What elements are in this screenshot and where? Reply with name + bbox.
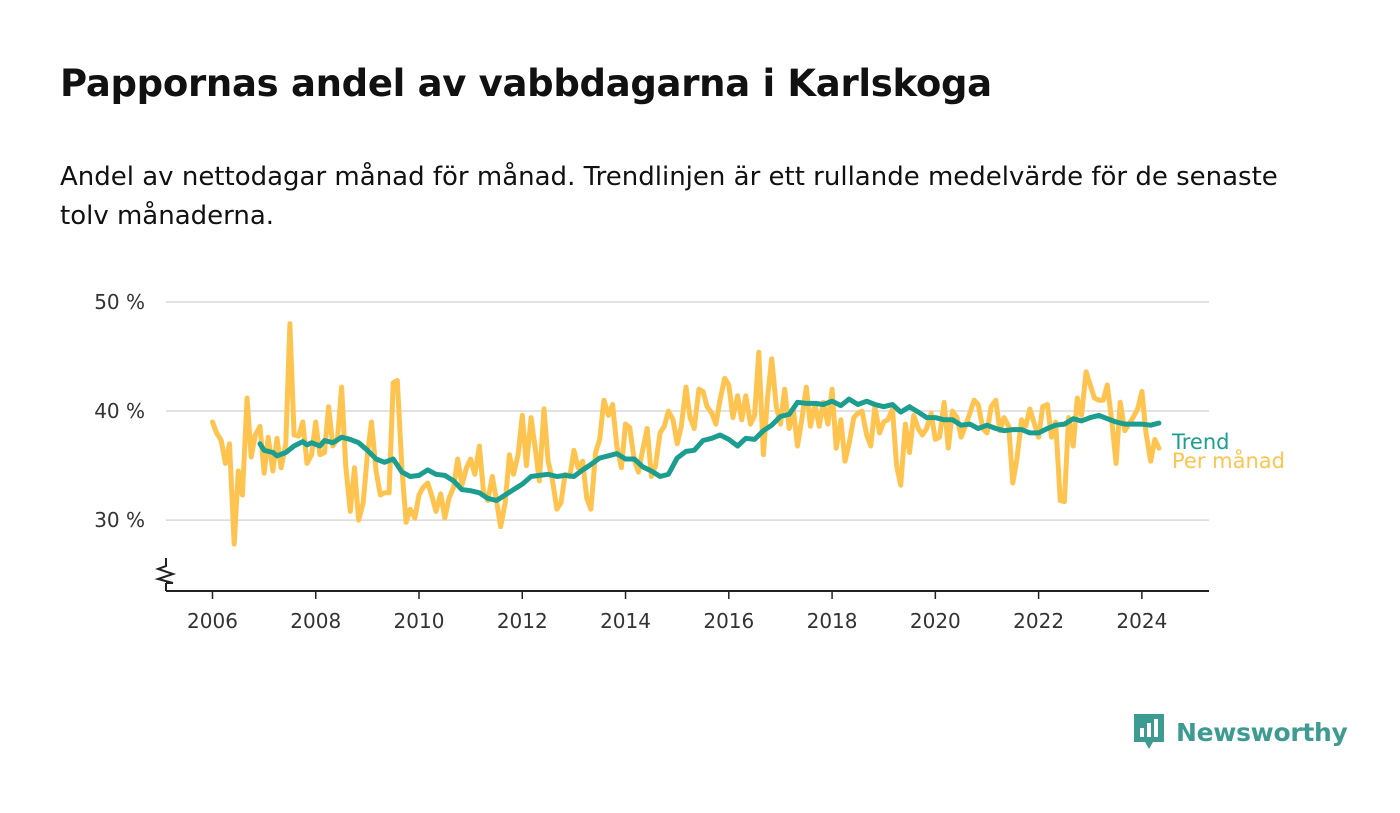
x-tick-label: 2024: [1116, 609, 1167, 633]
x-tick-label: 2018: [807, 609, 858, 633]
series-label-trend: Trend: [1171, 430, 1229, 454]
x-tick-label: 2022: [1013, 609, 1064, 633]
series-label-per-manad: Per månad: [1172, 448, 1285, 473]
brand-name: Newsworthy: [1176, 717, 1348, 747]
axis-break-icon: [154, 558, 177, 591]
y-tick-label: 40 %: [94, 399, 145, 423]
chart-title: Pappornas andel av vabbdagarna i Karlsko…: [60, 62, 992, 105]
x-axis-ticks: 2006 2008 2010 2012 2014 2016 2018 2020 2022 2024: [187, 591, 1167, 633]
x-tick-label: 2006: [187, 609, 238, 633]
x-tick-label: 2016: [703, 609, 754, 633]
x-tick-label: 2008: [290, 609, 341, 633]
newsworthy-logo-icon: [1134, 714, 1164, 749]
series: [210, 321, 1162, 547]
chart-subtitle: Andel av nettodagar månad för månad. Tre…: [60, 162, 1278, 231]
x-tick-label: 2012: [497, 609, 548, 633]
newsworthy-logo: Newsworthy: [1132, 712, 1348, 752]
y-tick-label: 30 %: [94, 508, 145, 532]
x-tick-label: 2020: [910, 609, 961, 633]
x-tick-label: 2014: [600, 609, 651, 633]
y-axis-ticks: 30 % 40 % 50 %: [94, 290, 145, 532]
x-tick-label: 2010: [394, 609, 445, 633]
series-line-per-manad: [210, 321, 1162, 547]
y-tick-label: 50 %: [94, 290, 145, 314]
axes: [154, 558, 1209, 592]
series-line-trend: [257, 396, 1162, 503]
